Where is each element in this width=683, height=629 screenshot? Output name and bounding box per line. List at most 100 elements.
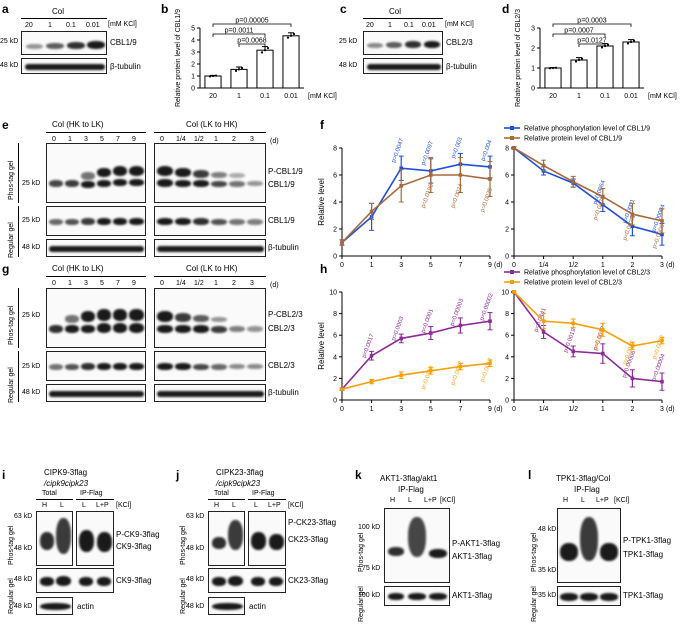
panel-e-regular-lk-blot — [154, 206, 266, 236]
data-point — [399, 166, 403, 171]
panel-a-label: a — [2, 2, 9, 16]
data-point — [488, 361, 492, 366]
x-unit: [mM KCl] — [308, 93, 337, 100]
x-tick-label: 3 — [399, 406, 403, 413]
x-tick-label: 1 — [577, 93, 581, 100]
panel-g-tubulin-lk-blot — [154, 384, 266, 402]
p-value-label: p=0.0097 — [421, 140, 435, 166]
data-point — [369, 353, 374, 358]
lane-label: L — [82, 502, 86, 509]
y-tick-label: 4 — [333, 354, 337, 361]
y-axis-label: Relative level — [317, 322, 326, 370]
x-tick-label: 0 — [512, 262, 516, 269]
panel-i-actin-blot — [36, 597, 73, 615]
panel-c-blot-target — [363, 31, 443, 55]
lane-label: L — [60, 502, 64, 509]
section-label: IP-Flag — [80, 490, 103, 497]
data-point — [630, 344, 635, 348]
p-value-label: p=0.00002 — [479, 292, 495, 321]
y-tick-label: 6 — [505, 173, 509, 180]
x-tick-label: 7 — [458, 406, 462, 413]
blot-target-label: CBL2/3 — [446, 38, 473, 47]
lane-label: 1/4 — [176, 136, 186, 143]
lane-label: 0 — [160, 136, 164, 143]
lane-label: 1/4 — [176, 280, 186, 287]
significance-bracket — [238, 43, 266, 47]
blot-title: CIPK23-3flag — [216, 468, 264, 477]
lane-label: 1 — [68, 136, 72, 143]
section-label: IP-Flag — [252, 490, 275, 497]
blot-target-label: actin — [249, 602, 266, 611]
lane-label: 7 — [116, 280, 120, 287]
blot-target-label: CBL1/9 — [268, 216, 295, 225]
significance-bracket — [212, 33, 266, 37]
section-line — [76, 499, 114, 500]
data-point — [577, 58, 581, 62]
lane-label: 1 — [388, 22, 392, 29]
panel-g-phos-hk-blot — [46, 288, 146, 348]
blot-target-label: β-tubulin — [268, 388, 299, 397]
blot-target-label: AKT1-3flag — [452, 591, 493, 600]
panel-a-blot-target — [21, 31, 107, 55]
data-point — [548, 67, 552, 70]
blot-subtitle: /cipk9cipk23 — [44, 479, 89, 488]
blot-target-label: β-tubulin — [268, 243, 299, 252]
panel-e-tubulin-lk-blot — [154, 239, 266, 257]
lane-label: 0.01 — [422, 22, 436, 29]
group-line — [154, 276, 266, 277]
x-tick-label: 5 — [429, 262, 433, 269]
mw-marker: 25 kD — [22, 217, 41, 224]
data-point — [429, 173, 433, 177]
p-value-label: p=0.0195 — [421, 183, 435, 209]
lane-label: H — [214, 502, 220, 509]
blot-title: TPK1-3flag/Col — [556, 474, 611, 483]
section-line — [208, 499, 245, 500]
blot-target-label: TPK1-3flag — [623, 550, 664, 559]
data-point — [571, 179, 575, 184]
data-point — [488, 319, 492, 323]
mw-marker: 48 kD — [186, 576, 205, 583]
data-point — [606, 43, 610, 46]
x-tick-label: 3 — [660, 262, 664, 269]
data-point — [266, 46, 270, 50]
x-tick-label: 5 — [429, 406, 433, 413]
y-tick-label: 0 — [505, 254, 509, 261]
blot-target-label: actin — [77, 602, 94, 611]
y-axis-label: Relative protein level of CBL2/3 — [515, 9, 522, 107]
x-tick-label: 1/4 — [539, 262, 549, 269]
mw-marker: 48 kD — [22, 244, 41, 251]
y-tick-label: 3 — [531, 26, 535, 33]
blot-target-label: P-TPK1-3flag — [623, 536, 672, 545]
series-line — [513, 147, 663, 222]
data-point — [600, 46, 604, 49]
lane-label: 3 — [84, 280, 88, 287]
y-tick-label: 0 — [531, 86, 535, 93]
significance-bracket — [578, 43, 606, 47]
gel-type-label: Regular gel — [531, 586, 538, 622]
panel-a-group: Col — [52, 7, 65, 16]
panel-l-regular-blot — [557, 586, 621, 606]
panel-j-phos-total-blot — [208, 511, 245, 566]
p-value-label: p=0.003 — [451, 136, 464, 159]
y-tick-label: 2 — [505, 227, 509, 234]
lane-label: 0 — [160, 280, 164, 287]
panel-a-blot-tubulin — [21, 58, 107, 74]
blot-target-label: CK23-3flag — [288, 576, 329, 585]
lane-label: L+P — [596, 497, 609, 504]
p-value-label: p=0.0068 — [237, 38, 266, 45]
data-point — [211, 74, 215, 78]
lane-label: 20 — [25, 22, 33, 29]
x-unit: (d) — [494, 262, 503, 269]
lane-label: 3 — [84, 136, 88, 143]
data-point — [630, 212, 635, 216]
gel-bracket — [18, 206, 19, 257]
data-point — [601, 328, 605, 332]
group-label: Col (LK to HK) — [186, 264, 238, 273]
x-tick-label: 20 — [549, 93, 557, 100]
y-tick-label: 6 — [333, 333, 337, 340]
data-point — [240, 66, 244, 70]
mw-marker: 48 kD — [0, 62, 19, 69]
